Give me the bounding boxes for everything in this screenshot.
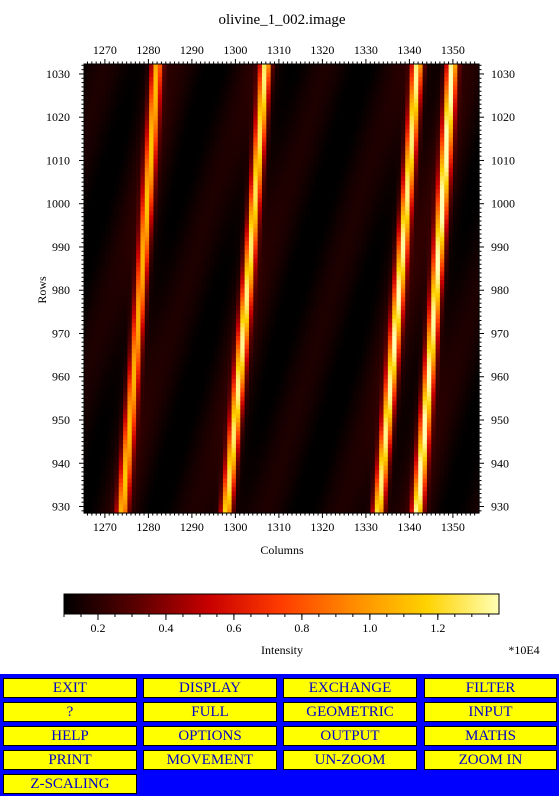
x-axis-label: Columns bbox=[260, 543, 304, 557]
y-tick-label-right: 940 bbox=[491, 456, 509, 470]
y-tick-label-left: 960 bbox=[52, 370, 70, 384]
menu-button-options[interactable]: OPTIONS bbox=[143, 726, 277, 746]
menu-button-print[interactable]: PRINT bbox=[3, 750, 137, 770]
y-tick-label-right: 1000 bbox=[491, 197, 515, 211]
menu-button-zoom-in[interactable]: ZOOM IN bbox=[424, 750, 557, 770]
x-tick-label-top: 1270 bbox=[93, 43, 117, 57]
x-tick-label-top: 1280 bbox=[136, 43, 160, 57]
y-tick-label-left: 970 bbox=[52, 326, 70, 340]
y-tick-label-left: 980 bbox=[52, 283, 70, 297]
x-tick-label-bottom: 1300 bbox=[223, 520, 247, 534]
x-tick-label-top: 1300 bbox=[223, 43, 247, 57]
menu-button-exchange[interactable]: EXCHANGE bbox=[283, 678, 417, 698]
plot-area: olivine_1_002.image 1270 1270 1280 1280 1290… bbox=[35, 12, 540, 657]
menu-button-z-scaling[interactable]: Z-SCALING bbox=[3, 774, 137, 794]
menu-button-help[interactable]: HELP bbox=[3, 726, 137, 746]
x-tick-label-top: 1320 bbox=[310, 43, 334, 57]
x-tick-label-bottom: 1280 bbox=[136, 520, 160, 534]
y-tick-label-right: 960 bbox=[491, 370, 509, 384]
x-tick-label-bottom: 1330 bbox=[354, 520, 378, 534]
y-tick-label-right: 1030 bbox=[491, 67, 515, 81]
y-tick-label-left: 930 bbox=[52, 500, 70, 514]
y-tick-label-left: 940 bbox=[52, 456, 70, 470]
y-tick-label-left: 1010 bbox=[46, 153, 70, 167]
y-tick-label-right: 980 bbox=[491, 283, 509, 297]
menu-button-un-zoom[interactable]: UN-ZOOM bbox=[283, 750, 417, 770]
menu-button-output[interactable]: OUTPUT bbox=[283, 726, 417, 746]
x-tick-label-top: 1310 bbox=[267, 43, 291, 57]
menu-button-display[interactable]: DISPLAY bbox=[143, 678, 277, 698]
image-title: olivine_1_002.image bbox=[218, 12, 345, 28]
x-tick-label-top: 1350 bbox=[441, 43, 465, 57]
colorbar-tick-label: 0.8 bbox=[294, 621, 309, 635]
x-tick-label-bottom: 1290 bbox=[180, 520, 204, 534]
y-tick-label-left: 1020 bbox=[46, 110, 70, 124]
y-tick-label-right: 950 bbox=[491, 413, 509, 427]
colorbar-tick-label: 0.4 bbox=[158, 621, 173, 635]
x-tick-label-bottom: 1350 bbox=[441, 520, 465, 534]
spectral-image-heatmap[interactable] bbox=[84, 64, 480, 514]
colorbar-gradient bbox=[63, 593, 500, 615]
colorbar-scale-note: *10E4 bbox=[508, 643, 539, 657]
menu-button-maths[interactable]: MATHS bbox=[424, 726, 557, 746]
command-menu-panel: EXIT DISPLAY EXCHANGE FILTER? FULL GEOMETRIC I… bbox=[0, 674, 559, 796]
menu-button-geometric[interactable]: GEOMETRIC bbox=[283, 702, 417, 722]
x-tick-label-bottom: 1270 bbox=[93, 520, 117, 534]
plot-frame bbox=[83, 63, 480, 514]
x-tick-label-bottom: 1340 bbox=[397, 520, 421, 534]
x-tick-label-bottom: 1310 bbox=[267, 520, 291, 534]
menu-button-filter[interactable]: FILTER bbox=[424, 678, 557, 698]
plot-axes: 1270 1270 1280 1280 1290 1290 1300 1300 1310 1310… bbox=[46, 43, 515, 534]
menu-button-full[interactable]: FULL bbox=[143, 702, 277, 722]
y-tick-label-right: 970 bbox=[491, 326, 509, 340]
y-tick-label-left: 950 bbox=[52, 413, 70, 427]
y-tick-label-right: 990 bbox=[491, 240, 509, 254]
y-tick-label-right: 1010 bbox=[491, 153, 515, 167]
y-tick-label-right: 1020 bbox=[491, 110, 515, 124]
colorbar-tick-label: 1.0 bbox=[362, 621, 377, 635]
menu-button-exit[interactable]: EXIT bbox=[3, 678, 137, 698]
menu-button-input[interactable]: INPUT bbox=[424, 702, 557, 722]
x-tick-label-top: 1290 bbox=[180, 43, 204, 57]
menu-button-movement[interactable]: MOVEMENT bbox=[143, 750, 277, 770]
y-tick-label-left: 990 bbox=[52, 240, 70, 254]
intensity-colorbar: 0.2 0.4 0.6 0.8 1.0 1.2 bbox=[63, 593, 500, 635]
y-tick-label-left: 1000 bbox=[46, 197, 70, 211]
y-tick-label-right: 930 bbox=[491, 500, 509, 514]
colorbar-label: Intensity bbox=[261, 643, 303, 657]
colorbar-tick-label: 0.2 bbox=[90, 621, 105, 635]
x-tick-label-top: 1340 bbox=[397, 43, 421, 57]
colorbar-tick-label: 1.2 bbox=[430, 621, 445, 635]
colorbar-tick-label: 0.6 bbox=[226, 621, 241, 635]
menu-button-question[interactable]: ? bbox=[3, 702, 137, 722]
y-tick-label-left: 1030 bbox=[46, 67, 70, 81]
x-tick-label-bottom: 1320 bbox=[310, 520, 334, 534]
y-axis-label: Rows bbox=[35, 276, 49, 304]
x-tick-label-top: 1330 bbox=[354, 43, 378, 57]
